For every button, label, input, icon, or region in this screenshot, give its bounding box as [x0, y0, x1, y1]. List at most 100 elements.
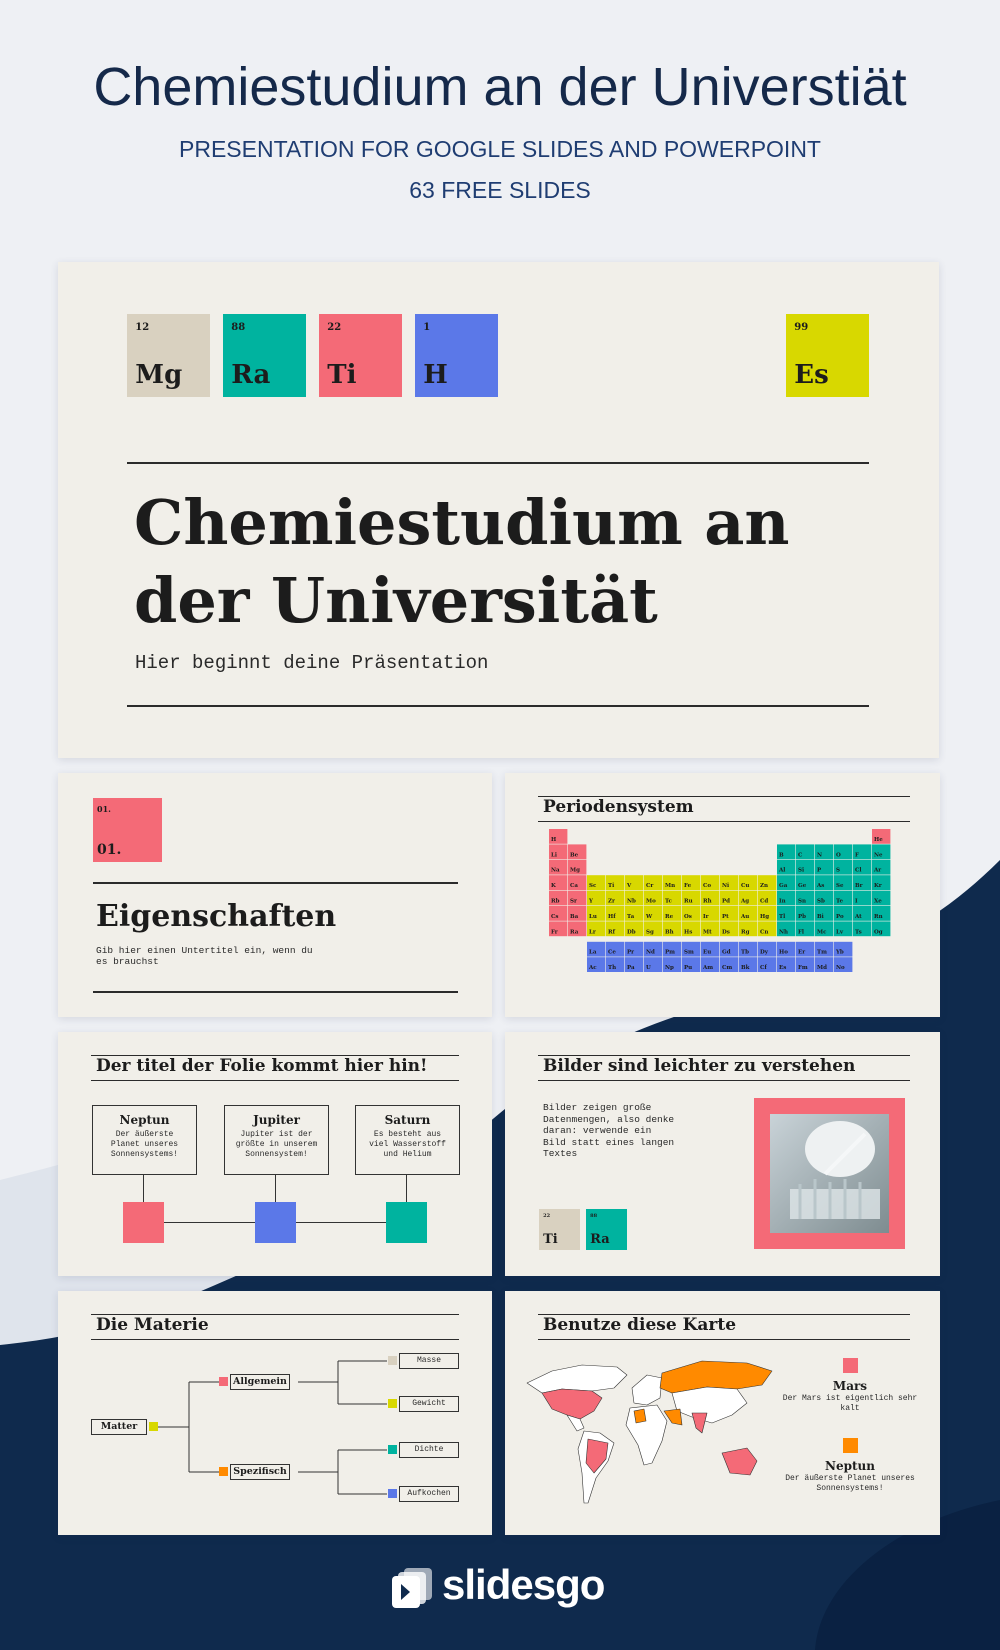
element-number: 22 [327, 322, 342, 334]
element-symbol: N [817, 852, 822, 858]
element-symbol: Lv [836, 929, 844, 935]
rule [538, 1339, 910, 1340]
element-cell [568, 921, 587, 937]
element-symbol: Bi [817, 914, 824, 920]
periodic-slide: Periodensystem H He Li Be B C N O F Ne Na Mg Al Si P S C… [505, 773, 940, 1017]
element-symbol: Sc [589, 883, 597, 889]
element-cell [606, 890, 625, 906]
element-symbol: At [854, 914, 862, 920]
tree-node: Allgemein [230, 1374, 290, 1390]
logo-text: slidesgo [442, 1561, 605, 1608]
header-count: 63 FREE SLIDES [409, 177, 591, 203]
element-cell [739, 906, 758, 921]
section-subtitle: Gib hier einen Untertitel ein, wenn du e… [96, 945, 313, 967]
element-symbol: Mo [646, 899, 656, 905]
element-cell [644, 875, 663, 890]
element-symbol: Fm [798, 965, 808, 971]
periodic-table: H He Li Be B C N O F Ne Na Mg Al Si P S Cl Ar K Ca Sc Ti V Cr Mn… [549, 829, 891, 972]
element-symbol: Sg [646, 929, 654, 935]
matter-slide: Die Materie Matter Allgemein Masse Gewicht S… [58, 1291, 492, 1535]
element-cell [815, 844, 834, 860]
element-symbol: Ra [570, 929, 579, 935]
element-cell [663, 921, 682, 937]
element-cell [834, 890, 853, 906]
element-symbol: Ni [722, 883, 729, 889]
element-symbol: Cd [760, 899, 768, 905]
element-cell [853, 906, 872, 921]
element-cell [777, 890, 796, 906]
element-symbol: Tc [665, 899, 672, 905]
element-symbol: Eu [703, 950, 711, 956]
element-cell [815, 875, 834, 890]
element-cell [568, 844, 587, 860]
tree-node: Spezifisch [230, 1464, 290, 1480]
element-cell [834, 957, 853, 972]
element-symbol: Tl [779, 914, 785, 920]
slide-title: Der titel der Folie kommt hier hin! [96, 1056, 428, 1076]
legend-marker [843, 1358, 858, 1373]
element-symbol: Cs [551, 914, 558, 920]
element-symbol: Cn [760, 929, 768, 935]
tree-marker [388, 1356, 397, 1365]
element-symbol: Er [798, 950, 805, 956]
tree-marker [149, 1422, 158, 1431]
element-tile: 12 Mg [127, 314, 210, 397]
planet-name: Saturn [384, 1113, 431, 1127]
element-symbol: Mg [570, 868, 580, 874]
element-symbol: Cl [855, 868, 861, 874]
legend-name: Neptun [825, 1459, 875, 1473]
element-symbol: Ra [231, 360, 271, 391]
element-symbol: Al [778, 868, 785, 874]
element-cell [549, 844, 568, 860]
element-symbol: B [779, 852, 784, 858]
element-symbol: Mg [135, 360, 183, 391]
element-cell [796, 906, 815, 921]
element-symbol: Tm [817, 950, 827, 956]
element-symbol: O [836, 852, 841, 858]
element-symbol: H [551, 837, 556, 843]
element-symbol: Rh [703, 899, 712, 905]
element-symbol: Ts [855, 929, 862, 935]
element-symbol: Ds [722, 929, 730, 935]
element-cell [834, 921, 853, 937]
element-cell [796, 921, 815, 937]
element-tile: 99 Es [786, 314, 869, 397]
element-symbol: Hf [608, 914, 616, 920]
element-cell [720, 921, 739, 937]
element-symbol: Rb [551, 899, 560, 905]
header-subtitle: PRESENTATION FOR GOOGLE SLIDES AND POWER… [179, 136, 821, 162]
element-symbol: Ne [874, 852, 883, 858]
element-cell [853, 844, 872, 860]
element-cell [796, 875, 815, 890]
element-cell [777, 921, 796, 937]
planet-box: Jupiter Jupiter ist der größte in unserem… [224, 1105, 329, 1175]
element-symbol: F [855, 852, 859, 858]
element-cell [777, 941, 796, 957]
element-cell [625, 875, 644, 890]
planet-box: Saturn Es besteht aus viel Wasserstoff un… [355, 1105, 460, 1175]
element-cell [758, 875, 777, 890]
element-cell [739, 941, 758, 957]
element-symbol: Ho [779, 950, 788, 956]
element-cell [796, 957, 815, 972]
header-title: Chemiestudium an der Universtiät [93, 57, 907, 117]
element-cell [796, 890, 815, 906]
element-symbol: Pb [798, 914, 806, 920]
element-cell [720, 957, 739, 972]
connector [406, 1174, 407, 1202]
element-symbol: Rg [741, 929, 750, 935]
element-symbol: Db [627, 929, 636, 935]
element-cell [606, 957, 625, 972]
element-symbol: Pr [627, 950, 634, 956]
element-cell [720, 890, 739, 906]
element-cell [663, 875, 682, 890]
element-symbol: He [874, 837, 883, 843]
element-cell [834, 844, 853, 860]
element-cell [834, 941, 853, 957]
element-symbol: Ta [627, 914, 635, 920]
planet-box: Neptun Der äußerste Planet unseres Sonnen… [92, 1105, 197, 1175]
element-symbol: Zr [608, 899, 615, 905]
element-cell [834, 859, 853, 875]
element-cell [663, 906, 682, 921]
images-slide: Bilder sind leichter zu verstehen Bilder… [505, 1032, 940, 1276]
